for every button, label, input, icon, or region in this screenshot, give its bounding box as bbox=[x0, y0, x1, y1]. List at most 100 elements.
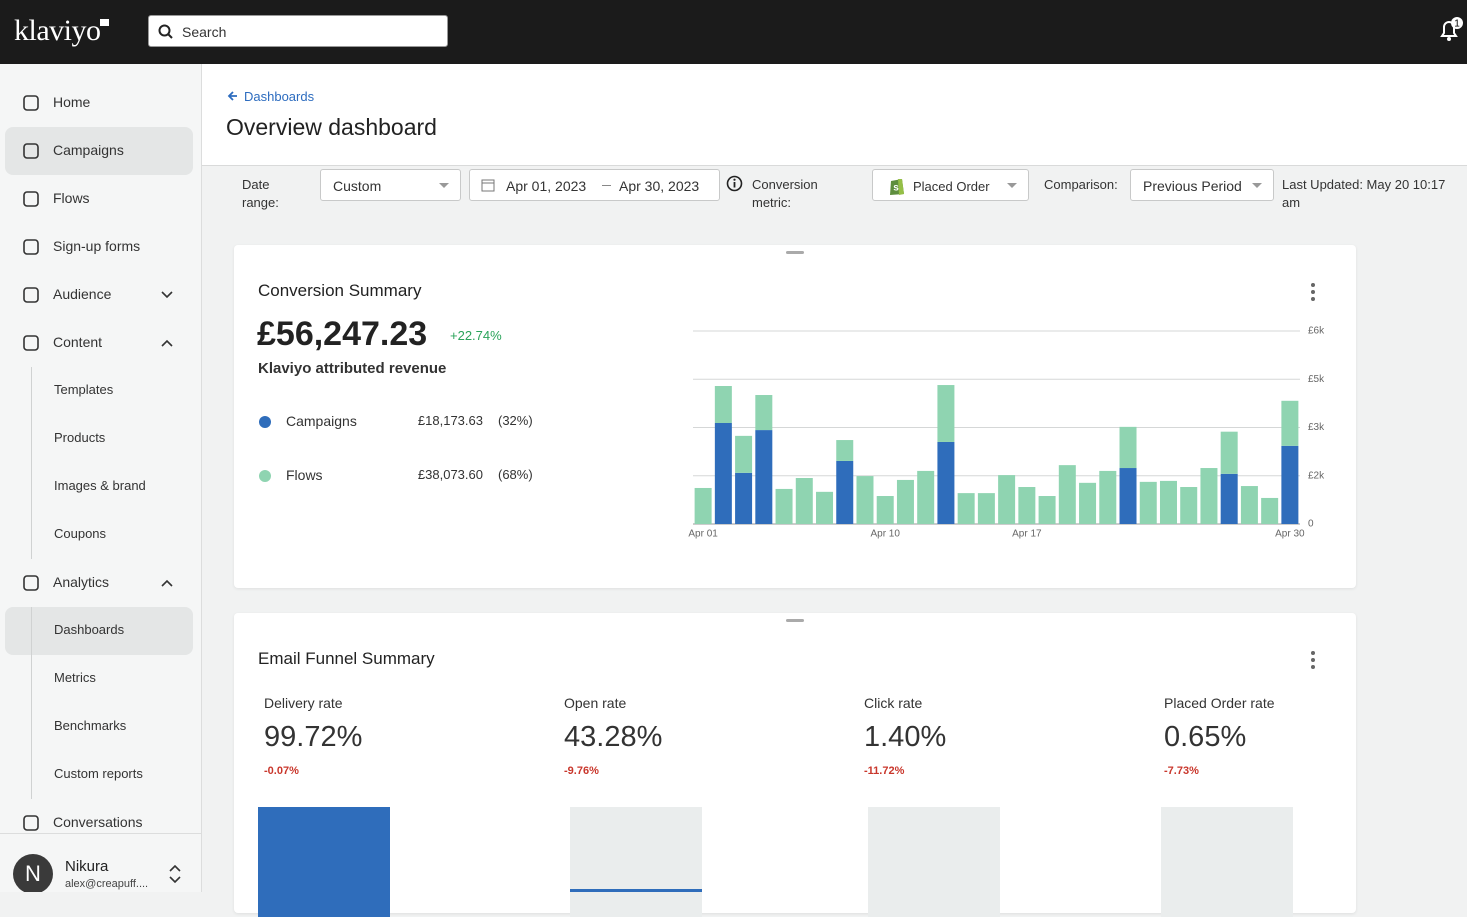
bar-segment bbox=[735, 435, 753, 473]
nav-item[interactable]: Campaigns bbox=[5, 127, 193, 175]
bar-segment bbox=[1159, 480, 1177, 524]
last-updated: Last Updated: May 20 10:17 am bbox=[1282, 177, 1446, 210]
icon-shape bbox=[23, 191, 39, 207]
nav-item[interactable]: Sign-up forms bbox=[5, 223, 193, 271]
logo[interactable]: klaviyo bbox=[14, 14, 101, 47]
user-panel[interactable]: N Nikura alex@creapuff.... bbox=[0, 833, 201, 892]
date-range-label: Date range: bbox=[242, 177, 279, 210]
bell-icon[interactable]: 1 bbox=[1438, 16, 1466, 44]
icon-shape bbox=[23, 95, 39, 111]
nav-icon bbox=[23, 575, 39, 591]
funnel-bar bbox=[868, 807, 1000, 917]
metric-label: Open rate bbox=[564, 695, 627, 711]
bar-segment bbox=[896, 479, 914, 524]
nav-item[interactable]: Analytics bbox=[5, 559, 193, 607]
funnel-bar bbox=[1161, 807, 1293, 917]
nav-label: Content bbox=[53, 334, 103, 350]
card-menu[interactable] bbox=[1311, 283, 1315, 301]
page-title: Overview dashboard bbox=[226, 114, 437, 140]
nav-label: Audience bbox=[53, 286, 112, 302]
switch-icon bbox=[169, 865, 181, 883]
nav-subitem[interactable]: Dashboards bbox=[5, 607, 193, 655]
nav-label: Dashboards bbox=[54, 622, 125, 637]
metric-change: -11.72% bbox=[864, 765, 905, 777]
bar-segment bbox=[998, 475, 1016, 524]
nav-subitem[interactable]: Metrics bbox=[5, 655, 193, 703]
nav-label: Analytics bbox=[53, 574, 110, 590]
nav-subitem[interactable]: Images & brand bbox=[5, 463, 193, 511]
bar-segment bbox=[1220, 431, 1238, 474]
y-tick-label: £5k bbox=[1308, 374, 1325, 385]
back-arrow[interactable] bbox=[227, 90, 239, 102]
date-picker[interactable]: Apr 01, 2023 Apr 30, 2023 bbox=[469, 169, 720, 201]
bar-segment bbox=[937, 441, 955, 524]
top-bar: klaviyo Search 1 bbox=[0, 0, 1467, 64]
bar-segment bbox=[1099, 470, 1117, 524]
nav-icon bbox=[23, 287, 39, 303]
date-range-select[interactable]: Custom bbox=[320, 169, 461, 201]
card-title: Conversion Summary bbox=[258, 281, 422, 300]
nav-subitem[interactable]: Coupons bbox=[5, 511, 193, 559]
shopify-icon: s bbox=[890, 179, 904, 195]
nav-label: Campaigns bbox=[53, 142, 124, 158]
bar-segment bbox=[1240, 486, 1258, 524]
metric-label: Delivery rate bbox=[264, 695, 343, 711]
bar-segment bbox=[714, 386, 732, 423]
bar-segment bbox=[917, 470, 935, 524]
notification-count: 1 bbox=[1454, 19, 1460, 30]
nav-label: Conversations bbox=[53, 814, 143, 830]
nav-subitem[interactable]: Products bbox=[5, 415, 193, 463]
icon-shape bbox=[23, 335, 39, 351]
bar-segment bbox=[876, 496, 894, 524]
nav-label: Benchmarks bbox=[54, 718, 127, 733]
legend-name: Flows bbox=[286, 467, 323, 483]
y-tick-label: £6k bbox=[1308, 326, 1325, 337]
icon-shape bbox=[23, 575, 39, 591]
comparison-select[interactable]: Previous Period bbox=[1130, 169, 1274, 201]
y-tick-label: £3k bbox=[1308, 422, 1325, 433]
bar-segment bbox=[1018, 487, 1036, 524]
bar-segment bbox=[856, 476, 874, 524]
bar-segment bbox=[836, 440, 854, 461]
legend-name: Campaigns bbox=[286, 413, 357, 429]
chevron-shape bbox=[161, 579, 173, 587]
bar-segment bbox=[795, 478, 813, 524]
bar-segment bbox=[735, 472, 753, 524]
nav-item[interactable]: Audience bbox=[5, 271, 193, 319]
nav-icon bbox=[23, 239, 39, 255]
nav-item[interactable]: Content bbox=[5, 319, 193, 367]
chevron-shape bbox=[161, 339, 173, 347]
start-date: Apr 01, 2023 bbox=[506, 178, 587, 194]
metric-value: 43.28% bbox=[564, 721, 663, 753]
search-box[interactable]: Search bbox=[148, 15, 448, 47]
card-title: Email Funnel Summary bbox=[258, 649, 435, 668]
x-tick-label: Apr 17 bbox=[1012, 529, 1042, 540]
nav-subitem[interactable]: Benchmarks bbox=[5, 703, 193, 751]
legend-amount: £18,173.63 bbox=[417, 413, 483, 428]
nav-item[interactable]: Home bbox=[5, 79, 193, 127]
nav-label: Flows bbox=[53, 190, 90, 206]
card-menu[interactable] bbox=[1311, 651, 1315, 669]
bar-segment bbox=[755, 395, 773, 431]
nav-subitem[interactable]: Templates bbox=[5, 367, 193, 415]
bar-segment bbox=[1119, 426, 1137, 469]
conversion-select[interactable]: s Placed Order bbox=[872, 169, 1029, 201]
bar-segment bbox=[1139, 481, 1157, 524]
funnel-card: Email Funnel Summary Delivery rate 99.72%… bbox=[234, 613, 1356, 917]
nav-item[interactable]: Flows bbox=[5, 175, 193, 223]
bar-segment bbox=[1281, 400, 1299, 446]
info-icon[interactable] bbox=[726, 175, 743, 192]
metric-change: -0.07% bbox=[264, 765, 299, 777]
x-tick-label: Apr 10 bbox=[870, 529, 900, 540]
nav-label: Products bbox=[54, 430, 106, 445]
metric-value: 99.72% bbox=[264, 721, 363, 753]
conversion-label: Conversion metric: bbox=[752, 177, 818, 210]
breadcrumb[interactable]: Dashboards bbox=[244, 89, 315, 104]
legend-share: (68%) bbox=[498, 467, 533, 482]
bar-segment bbox=[937, 385, 955, 442]
nav-subitem[interactable]: Custom reports bbox=[5, 751, 193, 799]
legend-dot bbox=[259, 416, 271, 428]
y-tick-label: 0 bbox=[1308, 519, 1314, 530]
nav-item[interactable]: Conversations bbox=[5, 799, 193, 847]
